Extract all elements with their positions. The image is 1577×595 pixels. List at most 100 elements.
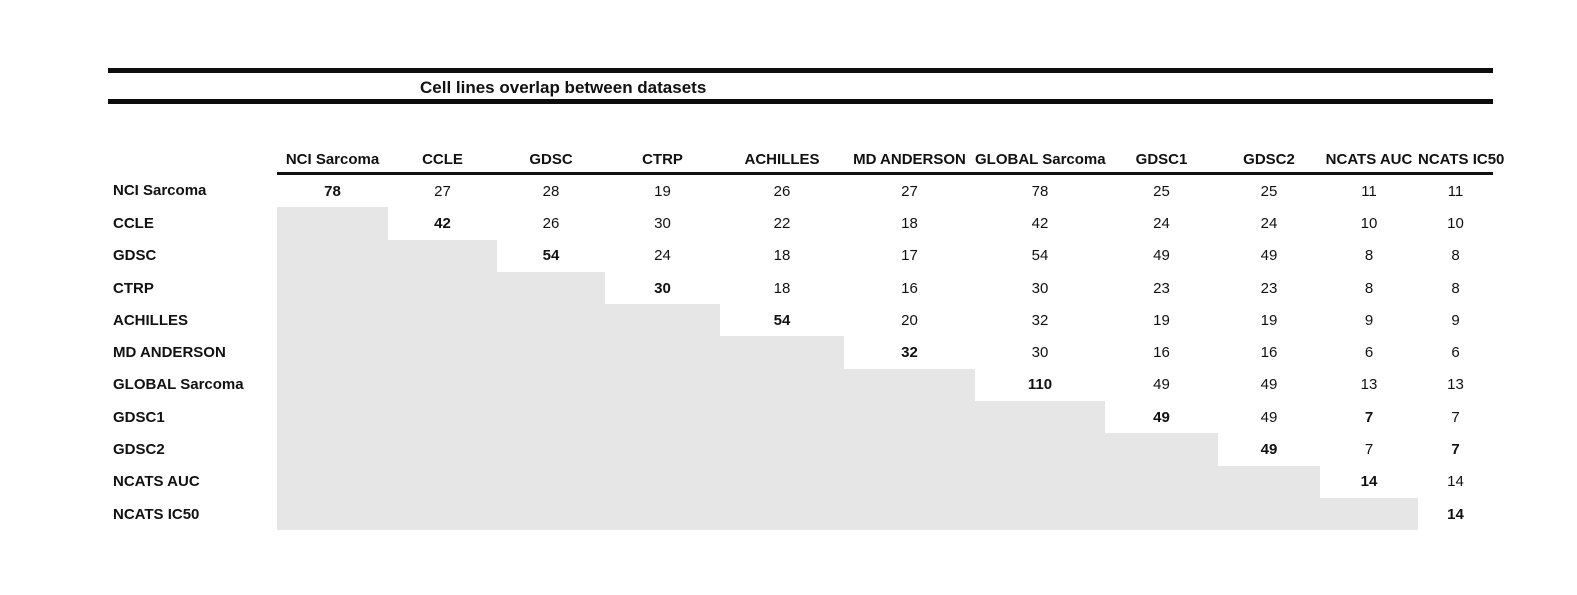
empty-shaded-cell: [1105, 465, 1218, 498]
empty-shaded-cell: [388, 497, 497, 531]
matrix-cell: 18: [773, 279, 791, 297]
matrix-cell: 49: [1153, 408, 1170, 426]
empty-shaded-cell: [388, 271, 497, 305]
column-header: GLOBAL Sarcoma: [975, 135, 1106, 175]
matrix-cell: 30: [654, 214, 671, 232]
matrix-cell: 7: [1451, 408, 1460, 426]
row-label: NCATS AUC: [113, 473, 200, 491]
table-title: Cell lines overlap between datasets: [420, 78, 707, 97]
empty-shaded-cell: [844, 497, 975, 531]
row-label: MD ANDERSON: [113, 344, 226, 362]
matrix-cell: 27: [901, 182, 918, 200]
matrix-cell: 16: [1260, 344, 1278, 362]
matrix-cell: 18: [773, 247, 791, 265]
empty-shaded-cell: [975, 433, 1105, 466]
table-row: NCI Sarcoma 78 27 28 19 26 27 78 25 25 11 11: [108, 174, 1493, 208]
matrix-cell: 24: [654, 247, 671, 265]
empty-shaded-cell: [720, 465, 844, 498]
empty-shaded-cell: [1218, 497, 1320, 531]
table-row: NCATS IC50 14: [108, 497, 1493, 531]
row-label: NCATS IC50: [113, 505, 200, 523]
empty-shaded-cell: [605, 465, 720, 498]
row-label: ACHILLES: [113, 311, 188, 329]
matrix-cell: 30: [1031, 279, 1049, 297]
empty-shaded-cell: [720, 336, 844, 369]
matrix-cell: 18: [901, 214, 918, 232]
matrix-cell: 19: [654, 182, 671, 200]
table-row: GDSC 54 24 18 17 54 49 49 8 8: [108, 239, 1493, 272]
empty-shaded-cell: [497, 368, 605, 402]
matrix-cell: 22: [773, 214, 791, 232]
matrix-cell: 14: [1360, 473, 1378, 491]
matrix-cell: 6: [1451, 344, 1460, 362]
empty-shaded-cell: [388, 304, 497, 337]
matrix-cell: 28: [542, 182, 560, 200]
matrix-cell: 32: [1031, 311, 1049, 329]
matrix-cell: 7: [1364, 408, 1374, 426]
table-row: NCATS AUC 14 14: [108, 465, 1493, 498]
empty-shaded-cell: [277, 401, 388, 434]
matrix-cell: 19: [1260, 311, 1278, 329]
matrix-cell: 54: [773, 311, 791, 329]
matrix-cell: 8: [1364, 247, 1374, 265]
empty-shaded-cell: [844, 465, 975, 498]
matrix-cell: 25: [1153, 182, 1170, 200]
row-label: GLOBAL Sarcoma: [113, 376, 244, 394]
matrix-cell: 17: [901, 247, 918, 265]
matrix-cell: 9: [1364, 311, 1374, 329]
empty-shaded-cell: [277, 465, 388, 498]
matrix-cell: 23: [1260, 279, 1278, 297]
column-header: NCATS IC50: [1418, 135, 1504, 175]
empty-shaded-cell: [1320, 497, 1418, 531]
matrix-cell: 10: [1360, 214, 1378, 232]
matrix-cell: 20: [901, 311, 918, 329]
matrix-cell: 49: [1153, 247, 1170, 265]
matrix-cell: 24: [1153, 214, 1170, 232]
empty-shaded-cell: [388, 239, 497, 272]
empty-shaded-cell: [605, 304, 720, 337]
empty-shaded-cell: [1218, 465, 1320, 498]
matrix-cell: 27: [434, 182, 451, 200]
matrix-cell: 42: [1031, 214, 1049, 232]
matrix-cell: 30: [654, 279, 671, 297]
matrix-cell: 19: [1153, 311, 1170, 329]
empty-shaded-cell: [975, 401, 1105, 434]
matrix-cell: 78: [324, 182, 341, 200]
column-header: CTRP: [605, 135, 720, 175]
matrix-cell: 23: [1153, 279, 1170, 297]
matrix-cell: 16: [1153, 344, 1170, 362]
matrix-cell: 8: [1451, 247, 1460, 265]
matrix-cell: 6: [1364, 344, 1374, 362]
table-row: GDSC1 49 49 7 7: [108, 401, 1493, 434]
matrix-cell: 14: [1447, 473, 1464, 491]
empty-shaded-cell: [605, 368, 720, 402]
empty-shaded-cell: [1105, 497, 1218, 531]
table-row: CCLE 42 26 30 22 18 42 24 24 10 10: [108, 207, 1493, 240]
matrix-cell: 32: [901, 344, 918, 362]
row-label: GDSC2: [113, 441, 165, 459]
matrix-cell: 26: [542, 214, 560, 232]
table-body: NCI Sarcoma 78 27 28 19 26 27 78 25 25 11 11 CCLE 42 2…: [108, 174, 1493, 531]
row-label: GDSC: [113, 247, 157, 265]
matrix-cell: 16: [901, 279, 918, 297]
empty-shaded-cell: [605, 401, 720, 434]
empty-shaded-cell: [388, 465, 497, 498]
matrix-cell: 42: [434, 214, 451, 232]
empty-shaded-cell: [720, 368, 844, 402]
matrix-cell: 11: [1447, 182, 1464, 200]
empty-shaded-cell: [720, 433, 844, 466]
empty-shaded-cell: [388, 368, 497, 402]
column-header: NCI Sarcoma: [277, 135, 388, 175]
table-row: GLOBAL Sarcoma 110 49 49 13 13: [108, 368, 1493, 402]
matrix-cell: 26: [773, 182, 791, 200]
matrix-cell: 14: [1447, 505, 1464, 523]
corner-cell: [108, 135, 277, 174]
empty-shaded-cell: [497, 271, 605, 305]
empty-shaded-cell: [605, 336, 720, 369]
empty-shaded-cell: [497, 497, 605, 531]
row-label: NCI Sarcoma: [113, 181, 207, 199]
table-row: MD ANDERSON 32 30 16 16 6 6: [108, 336, 1493, 369]
empty-shaded-cell: [388, 336, 497, 369]
column-header: NCATS AUC: [1320, 135, 1418, 175]
